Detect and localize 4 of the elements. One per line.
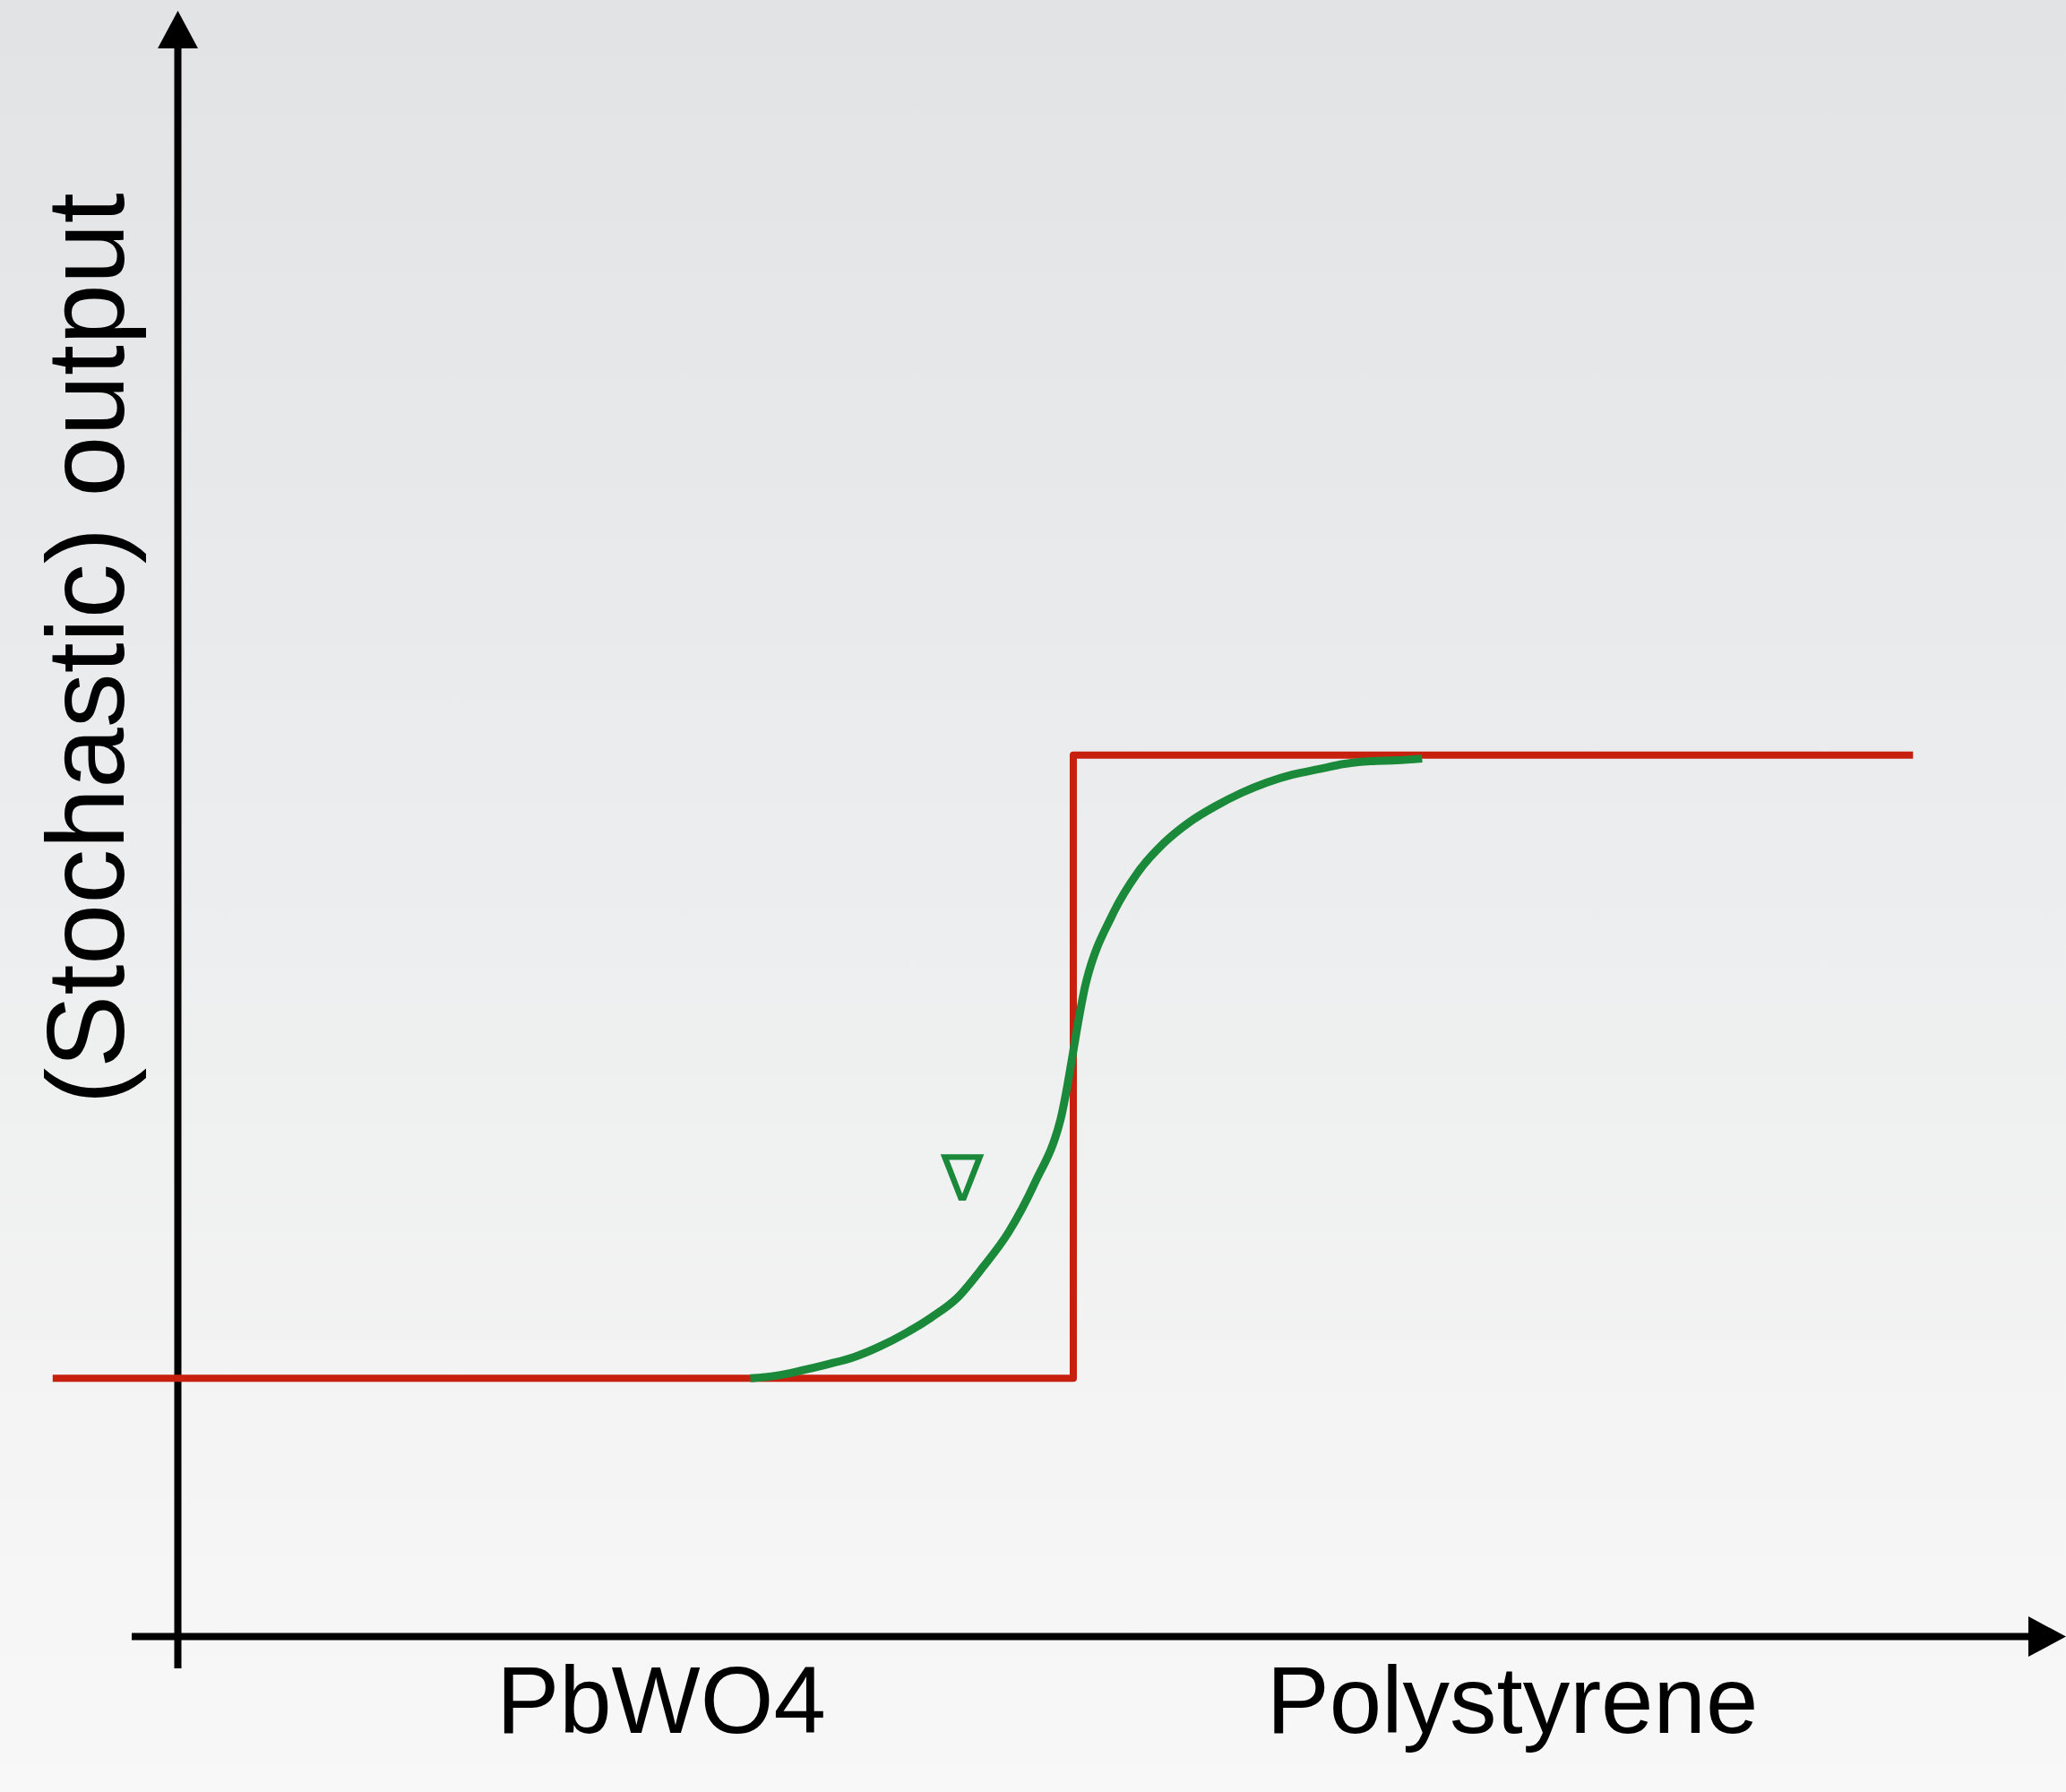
text: PbWO4	[496, 1648, 826, 1753]
y-axis-title: (Stochastic) output	[25, 193, 147, 1105]
text: Polystyrene	[1266, 1648, 1759, 1753]
annotation: ∇	[940, 1142, 985, 1214]
